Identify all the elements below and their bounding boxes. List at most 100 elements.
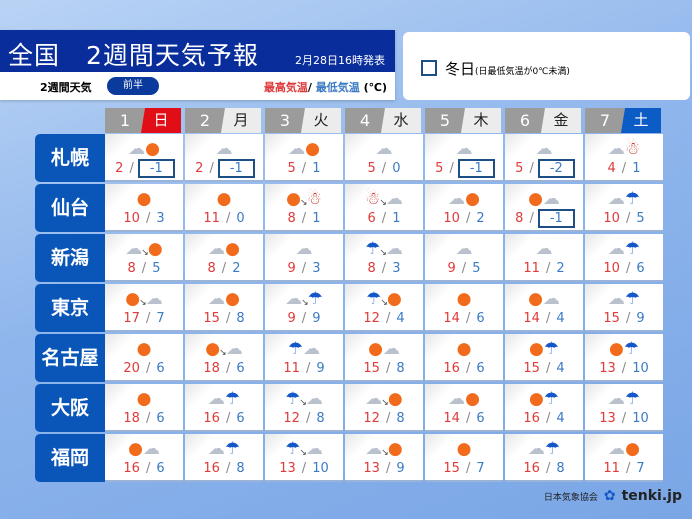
low-temp: 6 — [636, 261, 645, 276]
low-temp: 4 — [556, 411, 565, 426]
then-arrow-icon: ↘ — [379, 248, 387, 258]
slash: / — [145, 311, 151, 326]
cloud-icon: ☁ — [365, 439, 383, 459]
issued-time: 2月28日16時発表 — [295, 54, 385, 67]
low-temp: 4 — [556, 361, 565, 376]
cloud-icon: ☁ — [208, 239, 226, 259]
forecast-cell: ☂ ↘ ☁ 8 / 3 — [345, 234, 423, 282]
weather-icon: ● — [425, 438, 503, 460]
city-row: 大阪 ● 18/6 ☁ ☂ 16/6 ☂ ↘ ☁ 12/8 ☁ ↘ ● 12/8 ☁ ● 1… — [35, 384, 667, 432]
rain-icon: ☂ — [543, 339, 560, 359]
sun-icon: ● — [305, 139, 320, 159]
high-temp: 13 — [599, 411, 616, 426]
low-temp-label: 最低気温 — [315, 81, 360, 94]
low-temp: 0 — [236, 211, 245, 226]
high-temp: 15 — [363, 361, 380, 376]
city-label: 福岡 — [35, 434, 105, 482]
sun-icon: ● — [136, 339, 152, 359]
rain-icon: ☂ — [285, 439, 301, 459]
forecast-cell: ● 16 / 6 — [425, 334, 503, 382]
low-temp: 5 — [472, 261, 481, 276]
slash: / — [545, 411, 551, 426]
forecast-cell: ☁ ● 5 / 1 — [265, 134, 343, 182]
low-temp: 9 — [636, 311, 645, 326]
forecast-cell: ● ↘ ☁ 17 / 7 — [105, 284, 183, 332]
sun-icon: ● — [216, 189, 232, 209]
cloud-icon: ☁ — [365, 389, 383, 409]
cloud-icon: ☁ — [285, 289, 303, 309]
cloud-icon: ☁ — [142, 439, 160, 459]
brand-label: tenki.jp — [621, 488, 682, 504]
footer: 日本気象協会 ✿ tenki.jp — [544, 488, 682, 504]
weather-icon: ☁ ☂ — [585, 238, 663, 260]
weather-icon: ☁ ● — [185, 238, 263, 260]
low-temp: 6 — [476, 361, 485, 376]
high-temp: 12 — [363, 411, 380, 426]
legend-panel: 冬日(日最低気温が0℃未満) — [403, 32, 690, 100]
cloud-icon: ☁ — [607, 289, 625, 309]
low-temp: 3 — [156, 211, 165, 226]
low-temp: 10 — [632, 411, 649, 426]
slash: / — [529, 161, 534, 176]
weather-icon: ☁ ↘ ☂ — [265, 288, 343, 310]
high-temp: 18 — [203, 361, 220, 376]
weather-icon: ● — [105, 188, 183, 210]
slash: / — [225, 211, 231, 226]
forecast-cell: ☂ ↘ ● 12 / 4 — [345, 284, 423, 332]
sun-icon: ● — [625, 439, 640, 459]
high-temp: 14 — [443, 311, 460, 326]
slash: / — [621, 361, 627, 376]
rain-icon: ☂ — [224, 439, 241, 459]
sun-icon: ● — [225, 239, 240, 259]
forecast-cell: ☂ ↘ ☁ 12 / 8 — [265, 384, 343, 432]
high-temp: 11 — [203, 211, 220, 226]
low-temp: -1 — [457, 159, 495, 178]
cloud-icon: ☁ — [128, 139, 146, 159]
high-temp: 16 — [523, 411, 540, 426]
slash: / — [145, 361, 151, 376]
then-arrow-icon: ↘ — [301, 298, 309, 308]
city-label: 札幌 — [35, 134, 105, 182]
city-row: 名古屋 ● 20/6 ● ↘ ☁ 18/6 ☂ ☁ 11/9 ● ☁ 15/8 ● 16… — [35, 334, 667, 382]
low-temp: 6 — [156, 361, 165, 376]
sun-icon: ● — [387, 439, 403, 459]
low-temp: 6 — [236, 411, 245, 426]
forecast-cell: ☁ ☂ 13 / 10 — [585, 384, 663, 432]
weather-icon: ☁ ● — [185, 288, 263, 310]
cloud-icon: ☁ — [207, 389, 225, 409]
high-temp: 13 — [279, 461, 296, 476]
low-temp: 0 — [392, 161, 401, 176]
forecast-cell: ● ☁ 15 / 8 — [345, 334, 423, 382]
org-label: 日本気象協会 — [543, 492, 598, 503]
cloud-icon: ☁ — [215, 139, 233, 159]
slash: / — [305, 361, 311, 376]
winter-day-box-icon — [421, 60, 437, 76]
rain-icon: ☂ — [287, 339, 304, 359]
slash: / — [625, 211, 631, 226]
slash: / — [545, 311, 551, 326]
low-temp: 8 — [396, 361, 405, 376]
high-temp: 6 — [367, 211, 376, 226]
cloud-icon: ☁ — [207, 439, 225, 459]
low-temp: 6 — [476, 411, 485, 426]
weather-icon: ☂ ↘ ☁ — [265, 388, 343, 410]
city-label: 新潟 — [35, 234, 105, 282]
forecast-cell: ☁ ● 14 / 6 — [425, 384, 503, 432]
forecast-cell: ● 14 / 6 — [425, 284, 503, 332]
high-temp: 4 — [607, 161, 616, 176]
forecast-cell: ☁ ↘ ● 12 / 8 — [345, 384, 423, 432]
forecast-cell: ● 10 / 3 — [105, 184, 183, 232]
city-label: 東京 — [35, 284, 105, 332]
slash: / — [625, 311, 631, 326]
low-temp: 6 — [156, 461, 165, 476]
weather-icon: ☁ — [505, 138, 583, 160]
slash: / — [465, 211, 471, 226]
high-temp-label: 最高気温 — [263, 81, 308, 94]
forecast-cell: ● ☂ 13 / 10 — [585, 334, 663, 382]
forecast-cell: ● ☁ 16 / 6 — [105, 434, 183, 482]
low-temp: 6 — [236, 361, 245, 376]
low-temp: 1 — [632, 161, 641, 176]
winter-label: 冬日 — [445, 60, 476, 78]
